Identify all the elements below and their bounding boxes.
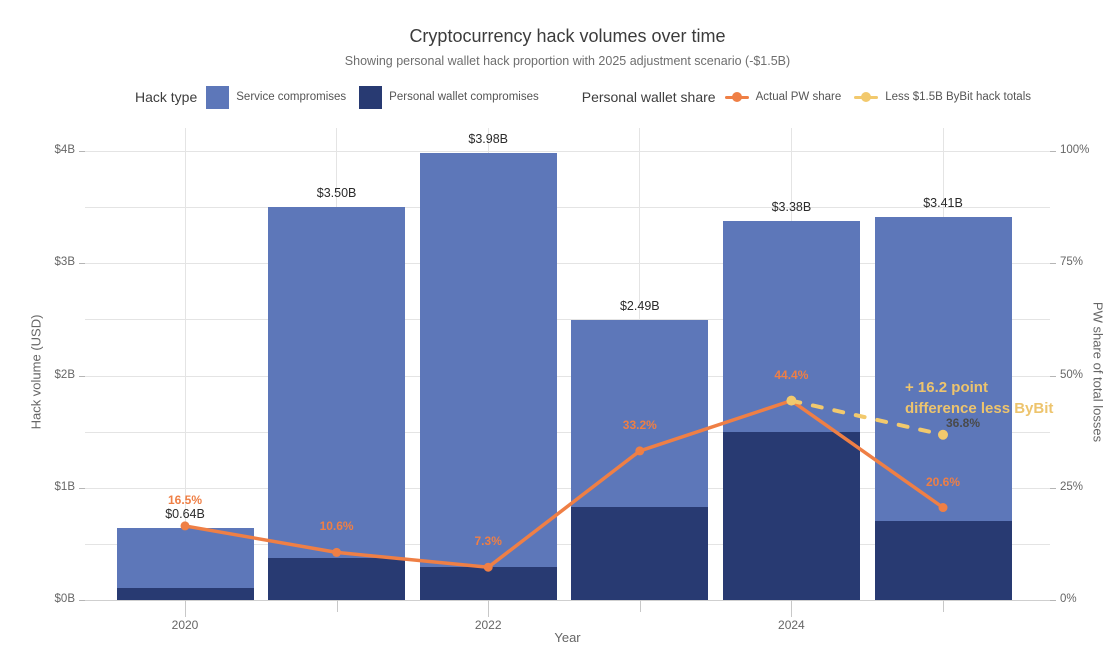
x-tickmark (639, 600, 641, 612)
pw-share-point-2022[interactable] (483, 562, 493, 572)
x-tick-label-2024: 2024 (778, 618, 805, 632)
pw-share-label-2022: 7.3% (474, 534, 502, 549)
actual-pw-share-line (184, 398, 945, 569)
legend-item-label: Personal wallet compromises (389, 91, 539, 103)
pw-share-label-2025: 20.6% (925, 474, 961, 489)
legend: Hack type Service compromises Personal w… (135, 84, 1044, 110)
bar-2021-total-label: $3.50B (316, 186, 357, 201)
pw-share-label-2023: 33.2% (622, 417, 657, 432)
horizontal-gridline (85, 543, 1050, 545)
legend-item-less-bybit[interactable]: Less $1.5B ByBit hack totals (854, 91, 1031, 103)
bar-2023-personal-wallet-segment[interactable] (571, 507, 709, 600)
y-left-tickmark (79, 487, 85, 489)
bar-2022-service-segment[interactable] (419, 153, 557, 568)
y-left-tick-label: $3B (54, 256, 75, 269)
bar-2025-personal-wallet-segment[interactable] (874, 521, 1012, 600)
pw-share-point-2020[interactable] (180, 521, 190, 531)
legend-item-label: Less $1.5B ByBit hack totals (885, 91, 1031, 103)
plot-area: $0.64B $3.50B $3.98B $2.49B $3.38B $3.41B 16.… (85, 128, 1053, 601)
horizontal-gridline (85, 487, 1050, 489)
legend-item-personal-wallet-compromises[interactable]: Personal wallet compromises (359, 85, 539, 109)
chart-title: Cryptocurrency hack volumes over time (409, 26, 726, 46)
x-tick-label-2022: 2022 (474, 618, 502, 632)
vertical-gridline (184, 128, 186, 600)
legend-item-label: Actual PW share (755, 91, 842, 103)
pw-share-point-2021[interactable] (332, 547, 342, 557)
legend-item-actual-pw-share[interactable]: Actual PW share (724, 91, 842, 103)
annotation-line-1: + 16.2 point (905, 379, 988, 396)
y-left-tickmark (79, 375, 85, 377)
legend-item-service-compromises[interactable]: Service compromises (206, 85, 347, 109)
x-tick-label-2020: 2020 (171, 618, 199, 632)
x-axis-title: Year (554, 630, 581, 645)
less-bybit-line-marker-icon (854, 92, 879, 102)
y-left-tick-label: $4B (54, 144, 75, 156)
horizontal-gridline (85, 207, 1050, 209)
adjusted-point-2025[interactable] (938, 429, 948, 440)
y-right-tick-label: 75% (1060, 256, 1084, 269)
line-series-layer (180, 395, 948, 572)
y-right-tick-label: 25% (1060, 480, 1084, 493)
bar-2024-total-label: $3.38B (771, 199, 812, 214)
x-tickmark (336, 600, 338, 612)
bar-2025-service-segment[interactable] (874, 217, 1012, 522)
annotation-line-2: difference less ByBit (905, 400, 1054, 417)
legend-hack-type-title: Hack type (135, 89, 198, 105)
y-left-tickmark (79, 600, 85, 601)
y-right-tickmark (1050, 487, 1056, 489)
bar-2024-personal-wallet-segment[interactable] (722, 431, 860, 600)
y-right-tick-label: 0% (1060, 593, 1077, 605)
pw-share-label-2021: 10.6% (319, 519, 354, 534)
pw-share-label-2020: 16.5% (167, 492, 203, 507)
y-left-tick-label: $2B (54, 368, 75, 381)
bar-2023-total-label: $2.49B (619, 299, 660, 314)
less-bybit-dashed-line (789, 398, 945, 437)
adjusted-share-label-2025: 36.8% (945, 415, 981, 430)
y-right-tickmark (1050, 600, 1056, 601)
bybit-difference-annotation: + 16.2 point difference less ByBit (905, 377, 1065, 419)
pw-share-label-2024: 44.4% (774, 367, 809, 382)
horizontal-gridline (85, 319, 1050, 321)
bar-2020-personal-wallet-segment[interactable] (116, 588, 254, 600)
y-right-tick-label: 100% (1060, 144, 1090, 156)
pw-share-point-2025[interactable] (938, 503, 948, 513)
horizontal-gridline (85, 151, 1050, 152)
horizontal-gridline (85, 375, 1050, 377)
chart-subtitle: Showing personal wallet hack proportion … (344, 54, 791, 68)
x-axis-line (85, 600, 1050, 601)
bar-2025-total-label: $3.41B (923, 196, 963, 211)
y-right-tickmark (1050, 375, 1056, 377)
y-left-tickmark (79, 151, 85, 152)
bar-2020-service-segment[interactable] (116, 528, 254, 589)
legend-item-label: Service compromises (236, 91, 347, 103)
bar-2022-personal-wallet-segment[interactable] (419, 567, 557, 600)
y-right-tickmark (1050, 263, 1056, 265)
x-tickmark (185, 600, 186, 617)
bar-2023-service-segment[interactable] (571, 320, 709, 508)
horizontal-gridline (85, 263, 1050, 265)
horizontal-gridline (85, 431, 1050, 433)
personal-wallet-compromises-swatch (359, 85, 383, 109)
x-tickmark (791, 600, 793, 617)
y-axis-title-left: Hack volume (USD) (28, 314, 44, 430)
y-left-tick-label: $1B (54, 480, 75, 493)
actual-pw-share-line-marker-icon (724, 92, 749, 102)
y-left-tick-label: $0B (54, 593, 75, 605)
y-axis-title-right: PW share of total losses (1090, 301, 1106, 443)
adjusted-point-2024[interactable] (786, 395, 797, 406)
bar-2021-service-segment[interactable] (268, 207, 406, 559)
bar-2020-total-label: $0.64B (165, 507, 205, 522)
y-right-tick-label: 50% (1060, 368, 1084, 381)
bar-2022-total-label: $3.98B (468, 132, 508, 147)
y-right-tickmark (1050, 151, 1056, 152)
legend-pw-share-title: Personal wallet share (581, 89, 716, 105)
x-tickmark (943, 600, 944, 612)
pw-share-point-2023[interactable] (635, 446, 645, 456)
bar-2021-personal-wallet-segment[interactable] (268, 558, 406, 600)
service-compromises-swatch (206, 85, 230, 109)
x-tickmark (488, 600, 490, 617)
y-left-tickmark (79, 263, 85, 265)
